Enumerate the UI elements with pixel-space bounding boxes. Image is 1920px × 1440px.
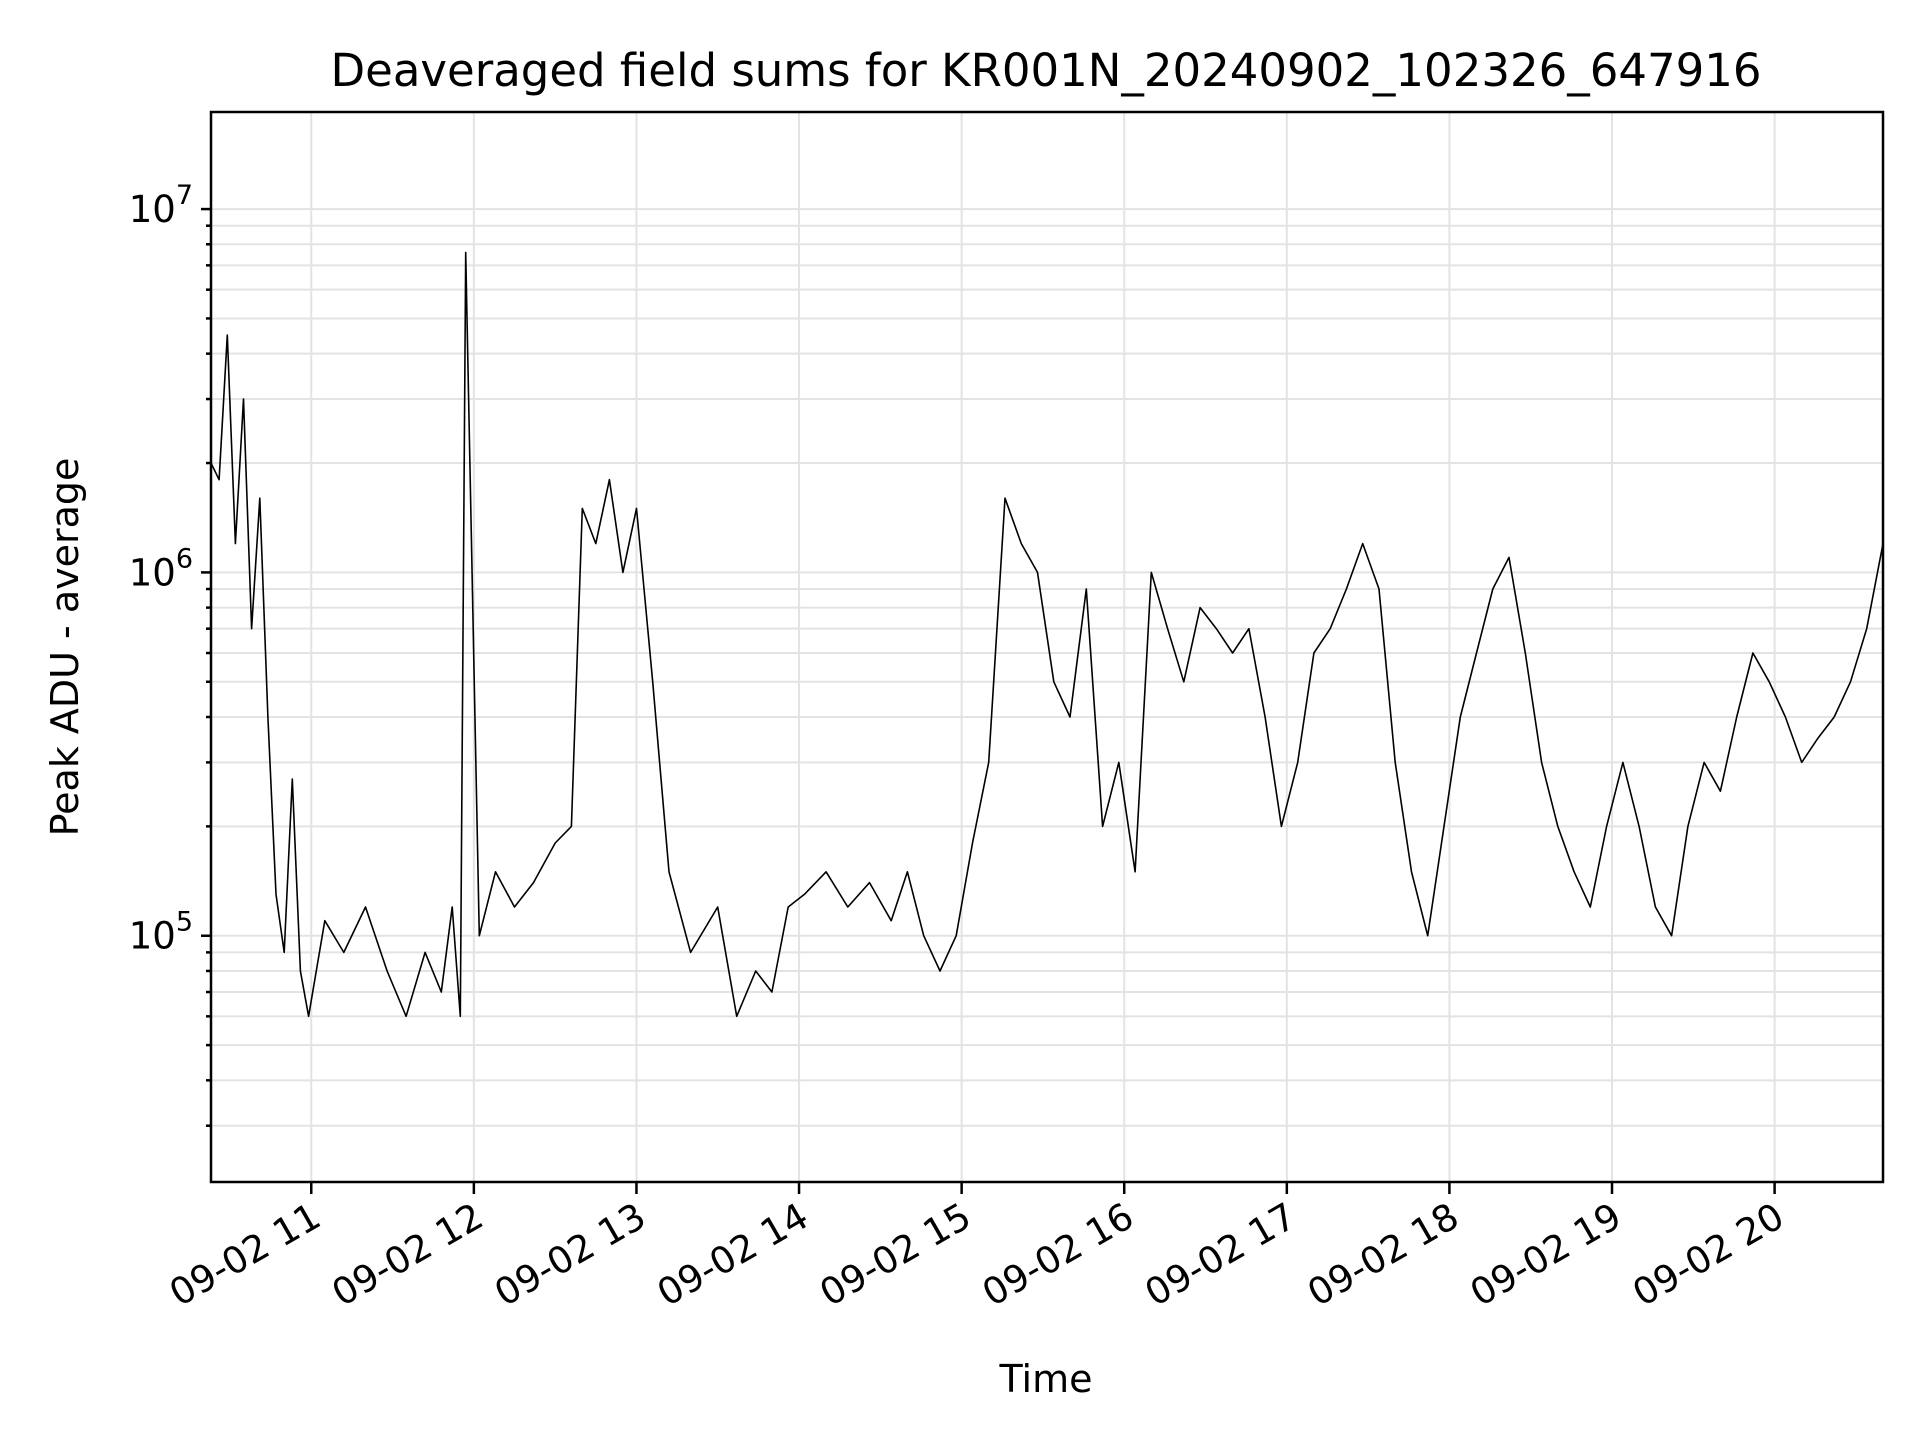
x-tick-label: 09-02 15 xyxy=(813,1195,979,1315)
x-tick-label: 09-02 16 xyxy=(975,1195,1141,1315)
plot-frame xyxy=(209,110,1885,1184)
y-tick-label: 105 xyxy=(129,907,193,958)
x-tick-label: 09-02 18 xyxy=(1300,1195,1466,1315)
grid xyxy=(211,112,1883,1182)
series-line xyxy=(210,251,1884,1018)
series-layer xyxy=(210,251,1884,1018)
y-tick-label: 106 xyxy=(129,543,193,594)
y-axis: 105 106 107 xyxy=(129,180,211,1127)
x-tick-label: 09-02 19 xyxy=(1463,1195,1629,1315)
x-axis-label: Time xyxy=(999,1357,1093,1401)
x-tick-label: 09-02 11 xyxy=(162,1195,328,1315)
y-tick-label: 107 xyxy=(129,180,193,231)
chart-title: Deaveraged field sums for KR001N_2024090… xyxy=(331,44,1762,97)
y-axis-label: Peak ADU - average xyxy=(43,458,87,837)
x-tick-label: 09-02 13 xyxy=(487,1195,653,1315)
x-tick-label: 09-02 17 xyxy=(1138,1195,1304,1315)
x-tick-label: 09-02 12 xyxy=(325,1195,491,1315)
x-tick-label: 09-02 20 xyxy=(1626,1195,1792,1315)
x-tick-label: 09-02 14 xyxy=(650,1195,816,1315)
